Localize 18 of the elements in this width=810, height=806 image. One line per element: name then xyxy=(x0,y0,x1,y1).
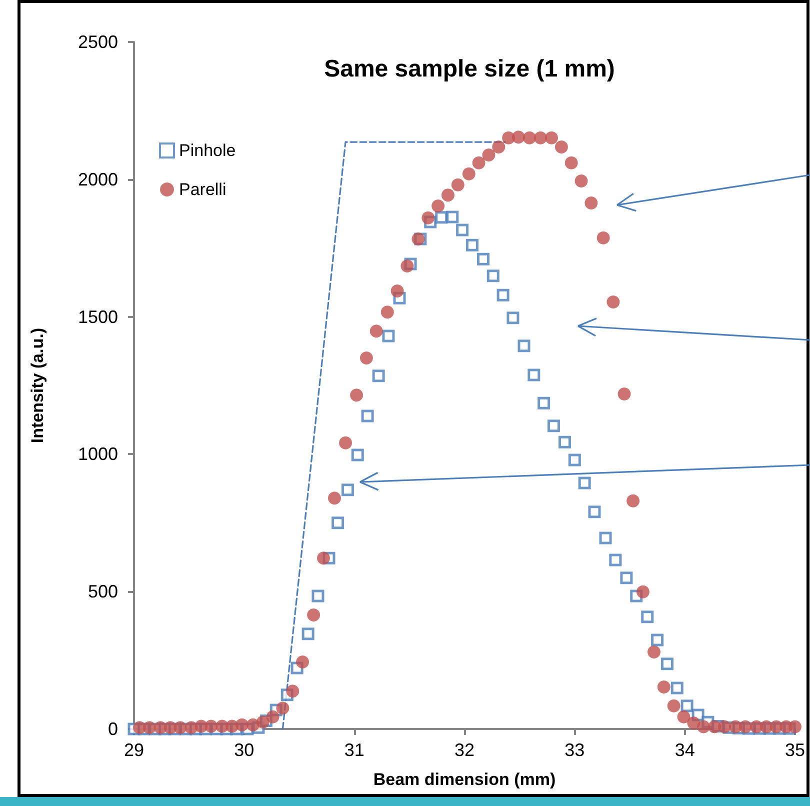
y-tick-label: 0 xyxy=(108,719,118,739)
x-tick-label: 35 xyxy=(784,740,806,760)
y-tick-label: 500 xyxy=(88,582,118,602)
y-tick-label: 1500 xyxy=(78,306,118,327)
legend-label: Parelli xyxy=(179,180,226,199)
x-tick-label: 30 xyxy=(234,740,254,760)
x-tick-label: 29 xyxy=(124,740,144,760)
x-tick-label: 32 xyxy=(454,740,475,760)
text: Same sample size (1 mm) xyxy=(324,56,615,82)
y-tick-label: 2500 xyxy=(78,32,118,52)
x-axis-title: Beam dimension (mm) xyxy=(373,770,556,789)
y-tick-label: 1000 xyxy=(78,444,118,464)
x-tick-label: 33 xyxy=(564,740,585,760)
legend-label: Pinhole xyxy=(179,141,236,160)
x-tick-label: 31 xyxy=(344,740,364,760)
y-axis-title: Intensity (a.u.) xyxy=(28,328,47,444)
x-tick-label: 34 xyxy=(674,740,695,760)
y-tick-label: 2000 xyxy=(78,169,118,190)
